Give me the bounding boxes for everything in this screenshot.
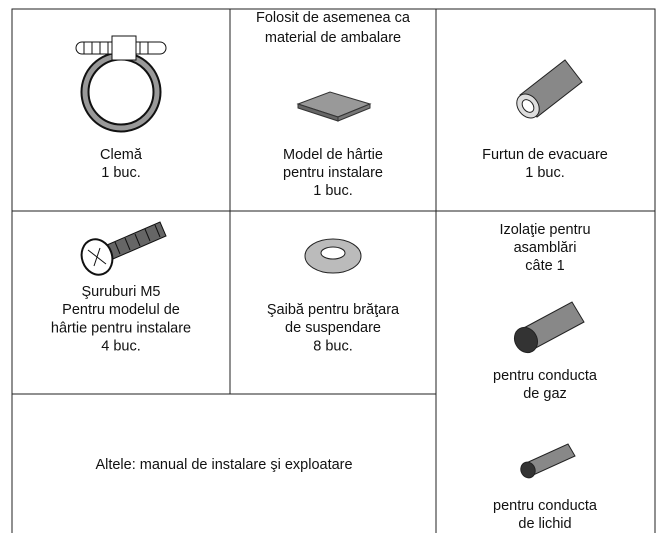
gas-pipe-insulation-illustration (513, 301, 585, 354)
washer-illustration (304, 238, 362, 274)
cell-text: Model de hârtie (283, 147, 383, 163)
cell-text: pentru conducta (493, 368, 598, 384)
cell-text: 1 buc. (525, 165, 565, 181)
cell-text: hârtie pentru instalare (51, 320, 191, 336)
cell-text: Clemă (100, 147, 143, 163)
cell-text: pentru conducta (493, 498, 598, 514)
cell-text: Izolaţie pentru (499, 222, 590, 238)
cell-text: 1 buc. (313, 183, 353, 199)
liquid-pipe-insulation-illustration (520, 443, 576, 479)
clamp-illustration (75, 35, 167, 133)
cell-text: Pentru modelul de (62, 302, 180, 318)
drain-hose-illustration (516, 59, 583, 119)
cell-text: Folosit de asemenea ca (256, 10, 411, 26)
cell-text: Şaibă pentru brăţara (267, 302, 400, 318)
cell-text: Şuruburi M5 (82, 284, 161, 300)
cell-text: Altele: manual de instalare şi exploatar… (95, 457, 352, 473)
cell-text: 1 buc. (101, 165, 141, 181)
cell-text: de suspendare (285, 320, 381, 336)
cell-text: Furtun de evacuare (482, 147, 608, 163)
paper-template-illustration (296, 91, 372, 122)
table-borders (11, 8, 656, 533)
cell-text: câte 1 (525, 258, 565, 274)
screw-illustration (80, 221, 167, 276)
cell-text: de lichid (518, 516, 571, 532)
cell-texts: Clemă 1 buc. Folosit de asemenea ca materia… (51, 10, 608, 532)
cell-text: 8 buc. (313, 338, 353, 354)
cell-text: material de ambalare (265, 30, 401, 46)
cell-text: 4 buc. (101, 339, 141, 355)
cell-text: de gaz (523, 386, 567, 402)
cell-text: pentru instalare (283, 165, 383, 181)
cell-text: asamblări (514, 240, 577, 256)
